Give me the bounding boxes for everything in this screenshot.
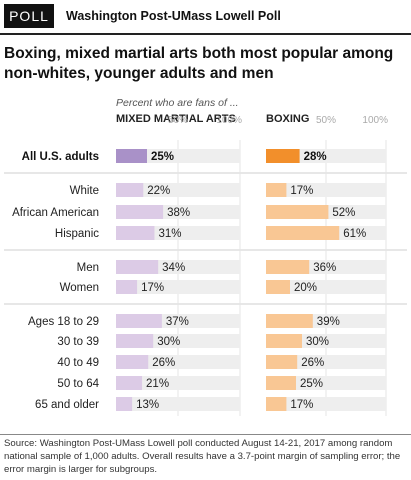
bar-track	[116, 397, 240, 411]
data-label: 39%	[317, 316, 340, 328]
bar	[116, 314, 162, 328]
bar	[116, 260, 159, 274]
bar-track	[266, 280, 386, 294]
bar-track	[266, 183, 386, 197]
bar	[116, 280, 138, 294]
data-label: 17%	[290, 185, 313, 197]
data-label: 17%	[141, 282, 164, 294]
category-label: 50 to 64	[57, 378, 99, 390]
data-label: 17%	[290, 399, 313, 411]
category-label: Men	[77, 262, 99, 274]
data-label: 31%	[158, 228, 181, 240]
category-label: African American	[12, 207, 99, 219]
bar	[116, 183, 144, 197]
data-label: 30%	[157, 336, 180, 348]
data-label: 25%	[151, 151, 174, 163]
bar	[116, 205, 164, 219]
bar-total	[116, 149, 147, 163]
data-label: 30%	[306, 336, 329, 348]
data-label: 13%	[136, 399, 159, 411]
data-label: 20%	[294, 282, 317, 294]
chart-subtitle: Percent who are fans of ...	[116, 97, 239, 109]
axis-tick-label: 100%	[216, 115, 242, 126]
category-label: 65 and older	[35, 399, 99, 411]
poll-badge: POLL	[4, 4, 54, 28]
bar	[266, 260, 310, 274]
data-label: 25%	[300, 378, 323, 390]
data-label: 38%	[167, 207, 190, 219]
bar	[266, 183, 287, 197]
bar	[266, 314, 313, 328]
category-label: White	[70, 185, 99, 197]
bar	[116, 226, 155, 240]
bar-track	[116, 280, 240, 294]
series-header: MIXED MARTIAL ARTS	[116, 113, 236, 125]
chart-title: Boxing, mixed martial arts both most pop…	[4, 45, 394, 82]
bar	[116, 355, 149, 369]
data-label: 34%	[162, 262, 185, 274]
data-label: 22%	[147, 185, 170, 197]
category-label: Hispanic	[55, 228, 99, 240]
poll-header: POLL Washington Post-UMass Lowell Poll	[0, 0, 411, 34]
data-label: 61%	[343, 228, 366, 240]
category-label: Women	[60, 282, 99, 294]
data-label: 26%	[152, 357, 175, 369]
poll-header-title: Washington Post-UMass Lowell Poll	[66, 9, 281, 23]
source-note: Source: Washington Post-UMass Lowell pol…	[4, 438, 401, 475]
category-label: 30 to 39	[57, 336, 99, 348]
bar	[116, 334, 154, 348]
data-label: 37%	[166, 316, 189, 328]
bar-track	[116, 183, 240, 197]
axis-tick-label: 50%	[316, 115, 336, 126]
bar	[266, 205, 329, 219]
bar	[266, 376, 296, 390]
header-rule	[0, 33, 411, 35]
data-label: 52%	[332, 207, 355, 219]
bar	[266, 280, 290, 294]
bar-total	[266, 149, 300, 163]
data-label: 21%	[146, 378, 169, 390]
bar	[266, 397, 287, 411]
bar	[116, 376, 143, 390]
bar	[266, 355, 298, 369]
category-label: 40 to 49	[57, 357, 99, 369]
data-label: 28%	[304, 151, 327, 163]
axis-tick-label: 100%	[362, 115, 388, 126]
category-label-total: All U.S. adults	[22, 151, 99, 163]
bar-track	[116, 376, 240, 390]
category-label: Ages 18 to 29	[28, 316, 99, 328]
bar	[116, 397, 133, 411]
source-rule	[0, 434, 411, 435]
data-label: 26%	[301, 357, 324, 369]
bar-track	[266, 397, 386, 411]
axis-tick-label: 50%	[168, 115, 188, 126]
bar	[266, 226, 340, 240]
bar	[266, 334, 302, 348]
data-label: 36%	[313, 262, 336, 274]
series-header: BOXING	[266, 113, 309, 125]
